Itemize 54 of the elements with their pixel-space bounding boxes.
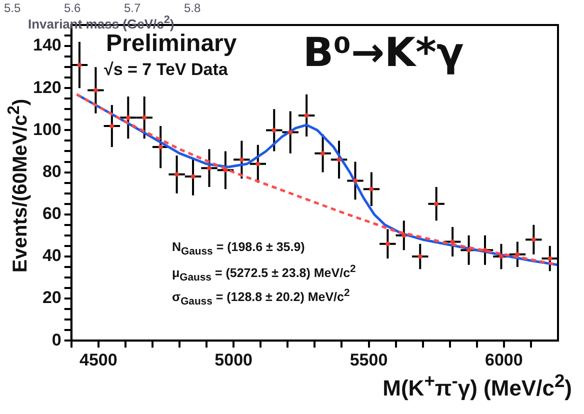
point [142,115,147,120]
point [418,254,422,259]
point [385,242,390,246]
point [450,239,455,244]
y-tick-label: 60 [42,204,62,224]
annotation: √s = 7 TeV Data [104,60,228,80]
point [206,166,212,170]
point [304,113,309,118]
point [93,88,98,93]
point [466,248,472,252]
point [402,233,406,238]
annotation: Preliminary [106,30,237,58]
point [223,168,228,172]
x-tick-label: 4500 [79,350,118,370]
point [498,254,504,259]
point [256,162,260,166]
line-series [76,93,558,266]
chart-title: B⁰→K*γ [303,30,464,76]
point [434,202,439,206]
x-tick-label: 5000 [214,350,252,370]
point [482,248,488,252]
point [352,178,358,183]
text: 5.7 [124,1,141,15]
text: 5.8 [184,1,201,15]
y-tick-label: 20 [42,288,62,308]
point [239,157,244,162]
point [158,144,163,150]
point [174,172,180,177]
y-tick-label: 80 [42,162,62,181]
point [126,115,130,120]
y-tick-label: 40 [42,246,62,266]
point [336,157,342,162]
annotation: σ$_{Gauss}$ = (128.8 ± 20.2) MeV/c$^{2}$ [172,288,350,308]
text: 5.5 [4,1,21,15]
point [77,62,82,68]
point [531,237,536,242]
point [110,124,114,128]
point [288,130,293,135]
x-axis-title: M(K$^{+}$π$^{-}$γ) (MeV/c$^{2}$) [382,370,572,402]
text: 5.6 [64,1,81,15]
point [320,151,326,156]
y-tick-label: 100 [32,120,62,139]
y-tick-label: 140 [32,36,62,55]
y-tick-label: 120 [32,78,62,97]
point [369,186,374,192]
annotation: N$_{Gauss}$ = (198.6 ± 35.9) [172,240,305,258]
annotation: μ$_{Gauss}$ = (5272.5 ± 23.8) MeV/c$^{2}$ [172,264,356,284]
point [548,256,552,261]
point [515,252,520,257]
point [272,128,276,132]
point [190,174,196,179]
y-tick-label: 0 [52,330,62,350]
x-tick-label: 5500 [350,350,388,370]
x-tick-label: 6000 [485,350,523,370]
